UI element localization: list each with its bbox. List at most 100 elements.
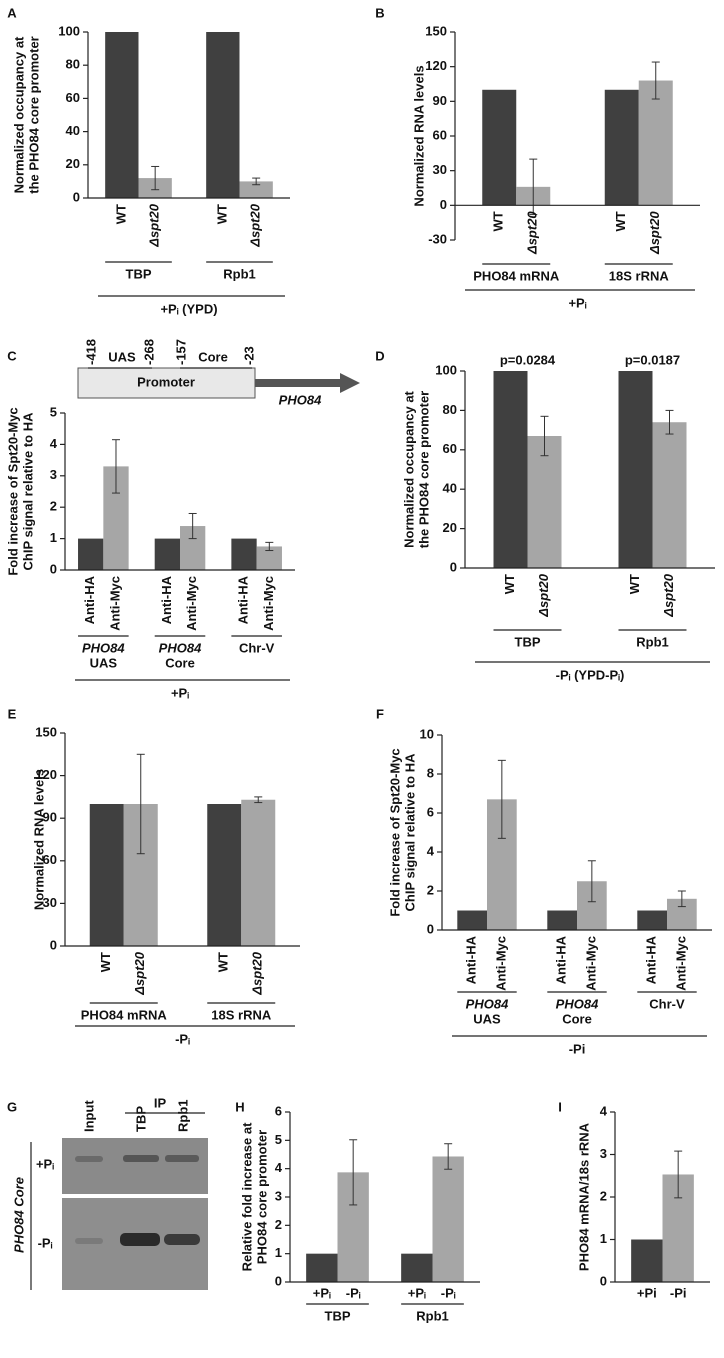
panel-letter: H [235, 1099, 244, 1114]
bar [78, 538, 104, 570]
footer-label: +Pᵢ (YPD) [160, 301, 217, 316]
group-label: Core [165, 655, 195, 670]
y-tick-label: 150 [425, 23, 447, 38]
error-bar [444, 1143, 453, 1170]
region-label: UAS [108, 349, 136, 364]
panel-letter: I [558, 1099, 562, 1114]
y-tick-label: 1 [600, 1231, 607, 1246]
promoter-label: Promoter [137, 374, 195, 389]
x-tick-label: Δspt20 [248, 203, 263, 247]
error-bar [674, 1150, 683, 1199]
position-label: -23 [241, 346, 256, 365]
x-tick-label: WT [502, 574, 517, 594]
y-tick-label: 0 [440, 197, 447, 212]
ip-label: IP [154, 1095, 167, 1110]
side-label: PHO84 Core [11, 1177, 26, 1253]
footer-label: -Pi [569, 1041, 586, 1056]
y-axis-label: Fold increase of Spt20-Myc [5, 407, 20, 575]
y-axis-label: the PHO84 core promoter [416, 391, 431, 549]
x-tick-label: +Pᵢ [408, 1285, 426, 1300]
x-tick-label: Δspt20 [647, 211, 662, 255]
x-tick-label: Anti-HA [235, 575, 250, 624]
group-label: UAS [473, 1011, 501, 1026]
y-tick-label: 3 [600, 1146, 607, 1161]
y-tick-label: 6 [275, 1103, 282, 1118]
group-label: PHO84 [466, 996, 509, 1011]
position-label: -418 [83, 339, 98, 365]
x-tick-label: Anti-HA [82, 575, 97, 624]
x-tick-label: Anti-Myc [673, 936, 688, 991]
group-label: 18S rRNA [211, 1007, 272, 1022]
panel-letter: F [376, 706, 384, 721]
y-tick-label: 30 [433, 162, 447, 177]
footer-label: -Pᵢ (YPD-Pᵢ) [556, 667, 625, 682]
x-tick-label: -Pᵢ [346, 1285, 361, 1300]
group-label: Chr-V [239, 640, 275, 655]
x-tick-label: WT [627, 574, 642, 594]
lane-label: Input [81, 1100, 96, 1132]
y-tick-label: 60 [66, 90, 80, 105]
y-tick-label: 4 [275, 1160, 283, 1175]
y-axis-label: PHO84 core promoter [254, 1130, 269, 1264]
x-tick-label: WT [216, 952, 231, 972]
error-bar [151, 165, 160, 191]
bar [154, 538, 180, 570]
bar [89, 804, 124, 946]
group-label: Rpb1 [636, 634, 669, 649]
x-tick-label: Anti-Myc [184, 576, 199, 631]
error-bar [651, 61, 660, 100]
x-tick-label: -Pᵢ [441, 1285, 456, 1300]
y-tick-label: 120 [35, 767, 57, 782]
promoter-box [77, 367, 256, 399]
group-label: TBP [325, 1308, 351, 1323]
y-axis-label: the PHO84 core promoter [26, 36, 41, 194]
bar [306, 1253, 338, 1282]
y-tick-label: -30 [428, 231, 447, 246]
y-tick-label: 90 [433, 93, 447, 108]
y-tick-label: 100 [435, 362, 457, 377]
bar [241, 799, 276, 946]
y-tick-label: 2 [427, 882, 434, 897]
y-tick-label: 5 [275, 1132, 282, 1147]
y-tick-label: 2 [600, 1188, 607, 1203]
bar [401, 1253, 433, 1282]
x-tick-label: WT [113, 204, 128, 224]
y-tick-label: 0 [50, 937, 57, 952]
bar [239, 181, 273, 198]
region-label: Core [198, 349, 228, 364]
x-tick-label: Anti-Myc [493, 936, 508, 991]
bar [432, 1156, 464, 1282]
position-label: -268 [141, 339, 156, 365]
x-tick-label: Δspt20 [132, 951, 147, 995]
y-tick-label: 0 [600, 1273, 607, 1288]
y-axis-label: ChIP signal relative to HA [402, 753, 417, 912]
x-tick-label: Δspt20 [525, 211, 540, 255]
panel-letter: D [375, 348, 384, 363]
error-bar [665, 409, 674, 435]
lane-label: Rpb1 [175, 1100, 190, 1133]
group-label: Chr-V [649, 996, 685, 1011]
y-tick-label: 20 [66, 156, 80, 171]
x-tick-label: Anti-Myc [107, 576, 122, 631]
y-tick-label: 120 [425, 58, 447, 73]
bar [206, 32, 240, 198]
y-tick-label: 3 [50, 467, 57, 482]
bar [631, 1239, 663, 1282]
row-label: -Pᵢ [38, 1235, 53, 1250]
y-axis-label: Normalized RNA levels [31, 769, 46, 910]
bar [256, 546, 282, 570]
panel-letter: A [7, 5, 17, 20]
bar [618, 371, 653, 568]
y-axis-label: ChIP signal relative to HA [20, 412, 35, 571]
bar [231, 538, 257, 570]
x-tick-label: WT [491, 211, 506, 231]
y-tick-label: 80 [443, 402, 457, 417]
footer-label: +Pᵢ [568, 295, 586, 310]
group-label: Rpb1 [223, 266, 256, 281]
annotation: p=0.0284 [500, 352, 556, 367]
y-axis-label: Normalized occupancy at [401, 390, 416, 547]
y-tick-label: 40 [66, 123, 80, 138]
y-tick-label: 0 [73, 189, 80, 204]
bar [638, 80, 673, 206]
bar [547, 910, 577, 930]
